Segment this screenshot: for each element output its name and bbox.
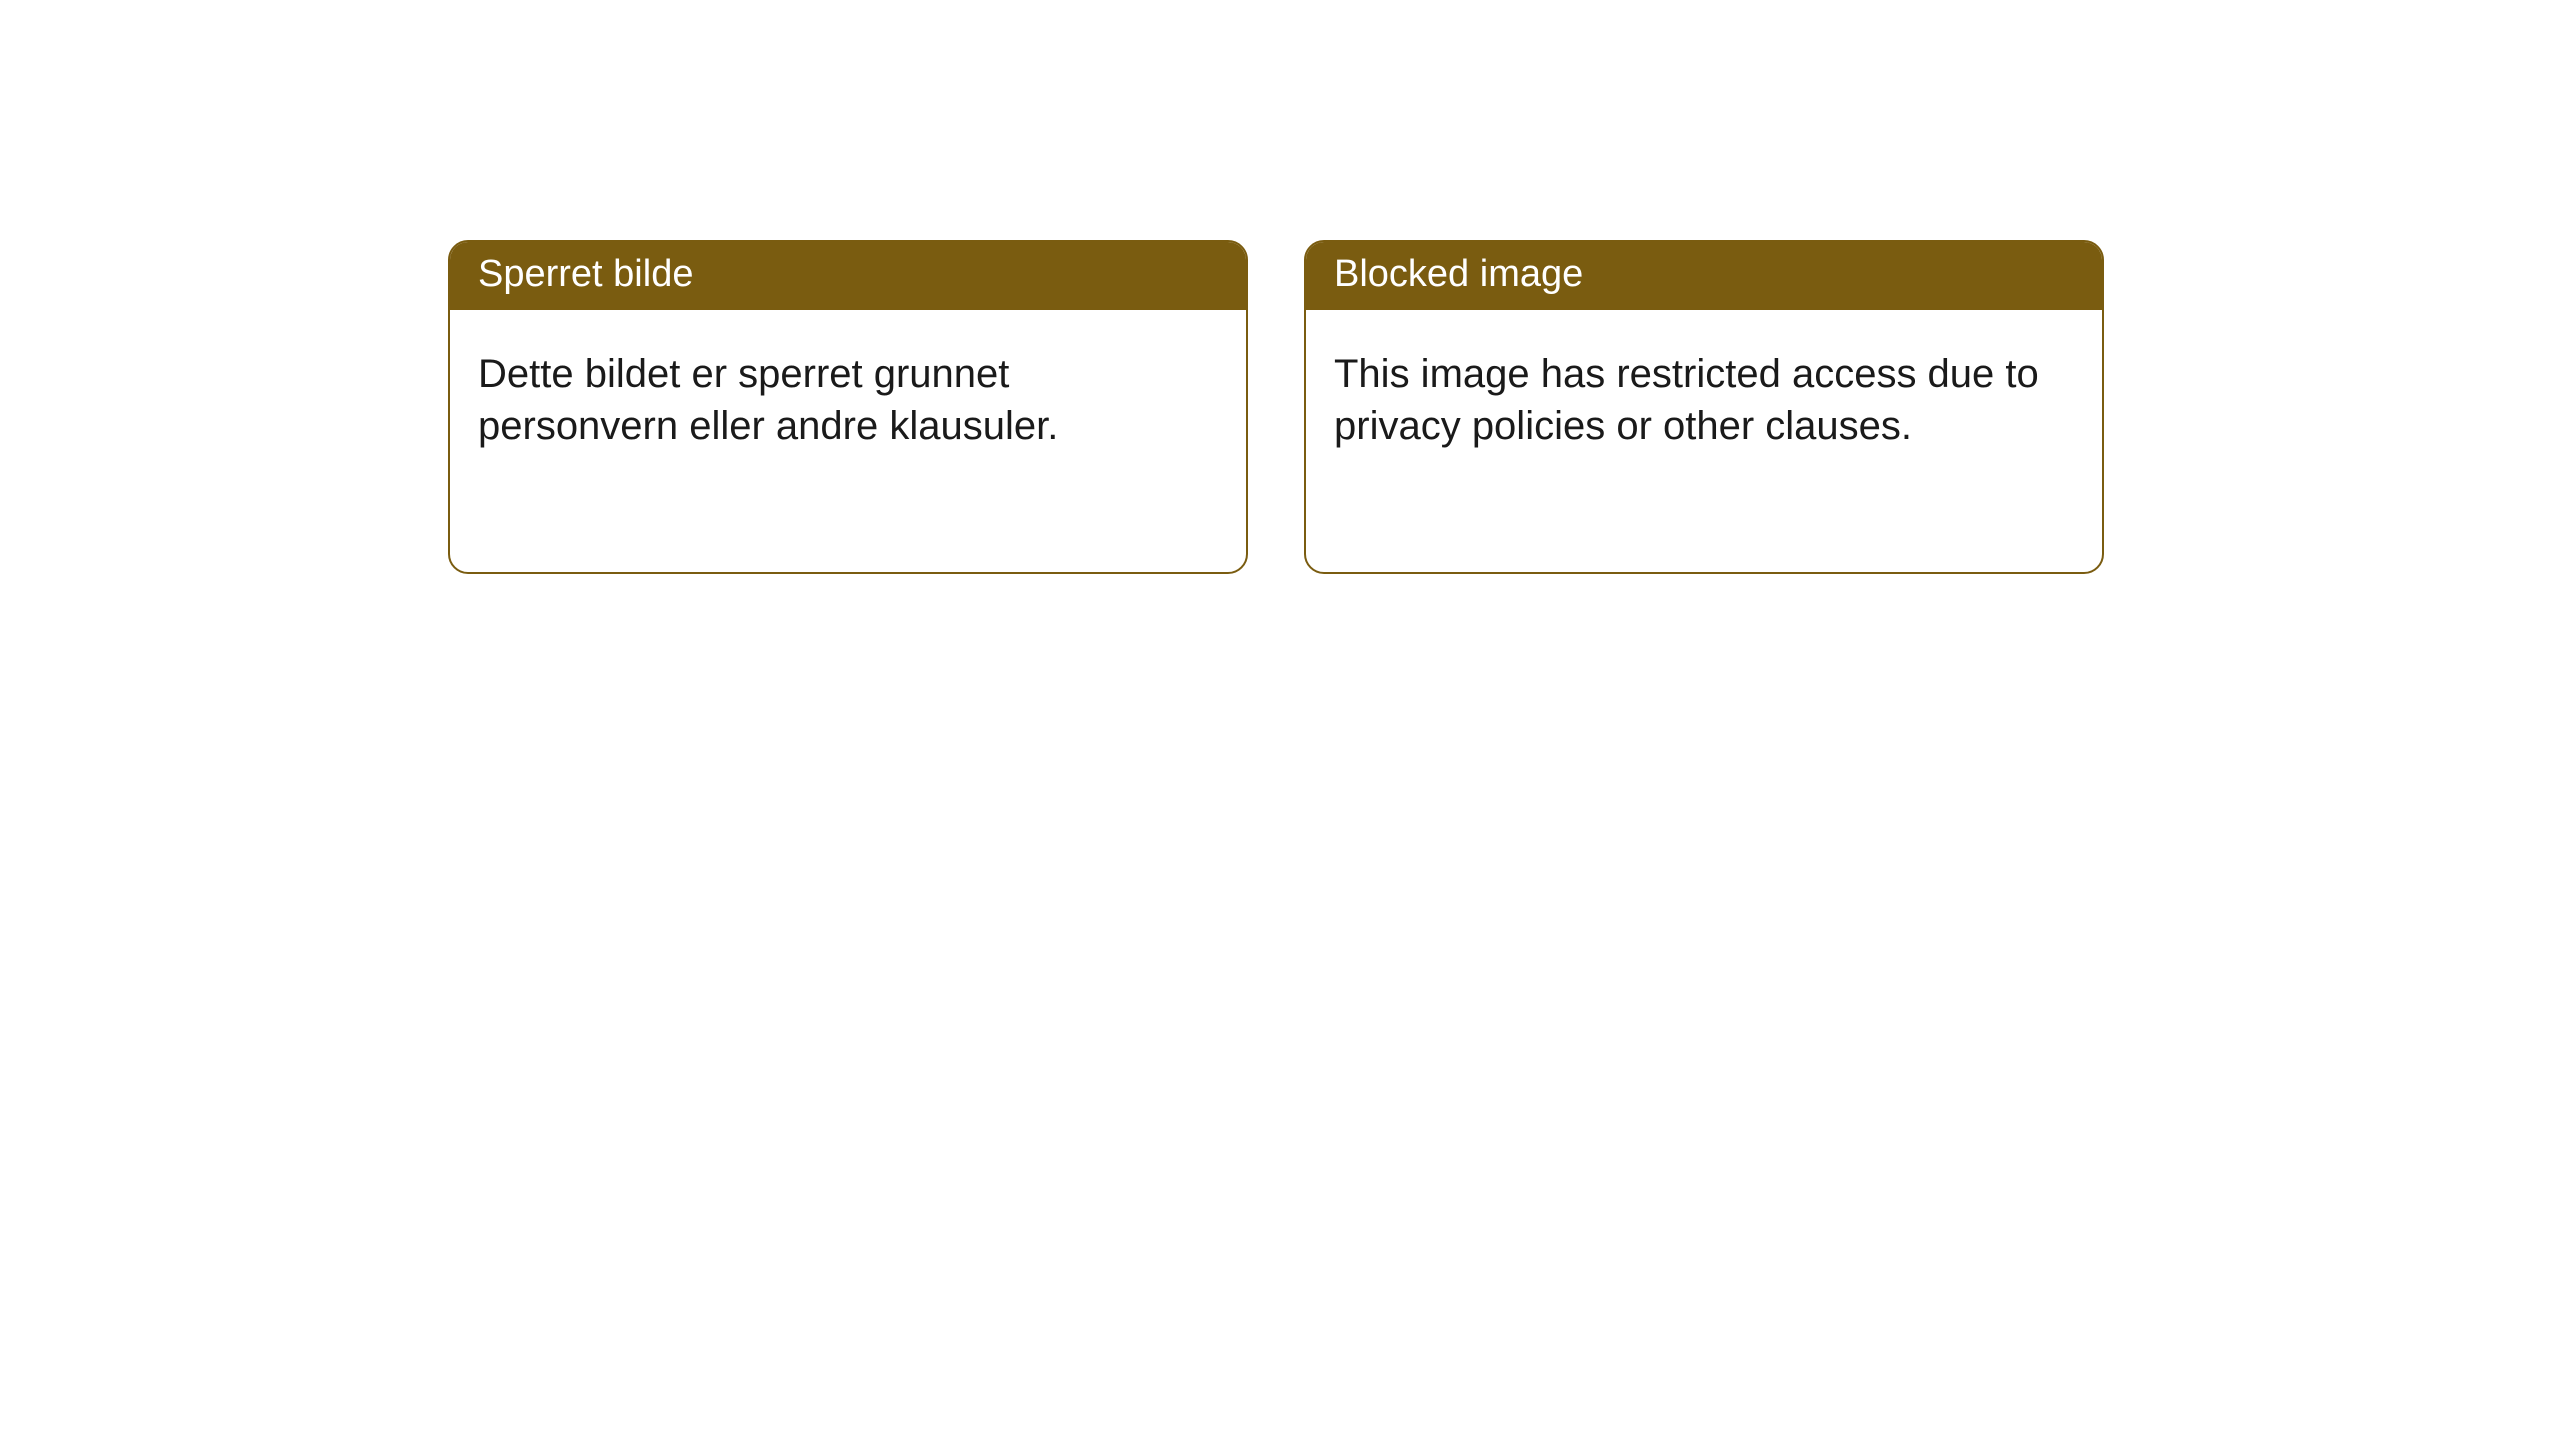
blocked-image-card-norwegian: Sperret bilde Dette bildet er sperret gr… [448, 240, 1248, 574]
card-title: Sperret bilde [478, 253, 693, 295]
card-title: Blocked image [1334, 253, 1583, 295]
card-body: Dette bildet er sperret grunnet personve… [450, 310, 1246, 482]
card-body-text: Dette bildet er sperret grunnet personve… [478, 352, 1058, 449]
card-container: Sperret bilde Dette bildet er sperret gr… [0, 0, 2560, 574]
card-body: This image has restricted access due to … [1306, 310, 2102, 482]
blocked-image-card-english: Blocked image This image has restricted … [1304, 240, 2104, 574]
card-header: Sperret bilde [450, 242, 1246, 310]
card-header: Blocked image [1306, 242, 2102, 310]
card-body-text: This image has restricted access due to … [1334, 352, 2039, 449]
